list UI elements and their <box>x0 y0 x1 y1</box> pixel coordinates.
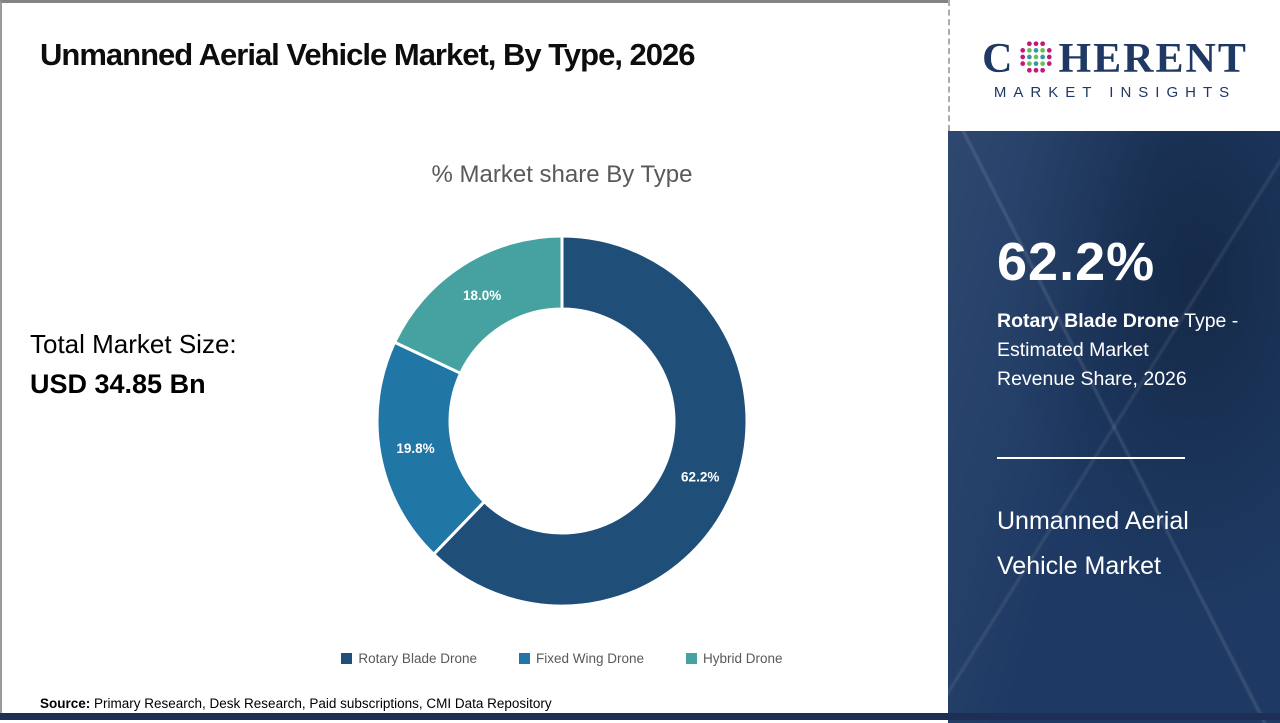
market-name: Unmanned Aerial Vehicle Market <box>997 499 1189 589</box>
globe-dot <box>1020 54 1026 59</box>
sidebar: C HERENT MARKET INSIGHTS 62.2% Rotary Bl… <box>948 0 1280 723</box>
stat-desc-segment-name: Rotary Blade Drone <box>997 310 1180 332</box>
donut-segment-fixed-wing-drone <box>375 340 487 557</box>
globe-dot <box>1040 60 1046 66</box>
globe-dot <box>1047 54 1053 59</box>
legend-swatch-icon <box>686 653 698 664</box>
source-label: Source: <box>40 696 91 711</box>
donut-slice-label: 19.8% <box>396 441 434 456</box>
source-line: Source: Primary Research, Desk Research,… <box>40 696 552 711</box>
globe-dot <box>1034 40 1039 46</box>
globe-dot <box>1040 54 1046 59</box>
globe-dot <box>1027 67 1033 73</box>
market-name-line2: Vehicle Market <box>997 552 1161 580</box>
legend-label: Hybrid Drone <box>703 651 783 666</box>
company-logo: C HERENT MARKET INSIGHTS <box>948 0 1280 131</box>
total-market-size-label: Total Market Size: <box>30 329 237 359</box>
market-name-line1: Unmanned Aerial <box>997 507 1189 535</box>
globe-dot <box>1027 60 1033 66</box>
stat-desc-rest: Type - <box>1179 310 1239 332</box>
legend-swatch-icon <box>518 653 530 664</box>
stat-desc-line2: Estimated Market <box>997 339 1149 361</box>
legend-swatch-icon <box>341 653 353 664</box>
globe-dot <box>1020 47 1026 53</box>
globe-dot <box>1034 47 1039 53</box>
donut-slice-label: 18.0% <box>463 288 501 303</box>
divider <box>997 457 1185 459</box>
dotted-globe-icon <box>1020 40 1053 73</box>
chart-title: % Market share By Type <box>431 161 693 188</box>
legend-item-rotary-blade-drone: Rotary Blade Drone <box>341 651 477 666</box>
bottom-accent-bar <box>0 713 1280 720</box>
globe-dot <box>1034 67 1039 73</box>
globe-dot <box>1040 40 1046 46</box>
globe-dot <box>1027 47 1033 53</box>
donut-segment-hybrid-drone <box>392 234 564 376</box>
stat-desc-line3: Revenue Share, 2026 <box>997 368 1187 390</box>
source-text: Primary Research, Desk Research, Paid su… <box>90 696 552 711</box>
logo-letters-rest: HERENT <box>1058 35 1248 82</box>
globe-dot <box>1040 67 1046 73</box>
logo-subtitle: MARKET INSIGHTS <box>993 83 1237 101</box>
legend-label: Fixed Wing Drone <box>535 651 645 666</box>
donut-chart: 62.2% 19.8% 18.0% <box>375 234 749 608</box>
legend-item-fixed-wing-drone: Fixed Wing Drone <box>518 651 645 666</box>
highlight-stat-value: 62.2% <box>997 232 1156 292</box>
globe-dot <box>1027 54 1033 59</box>
logo-wordmark: C HERENT <box>982 37 1248 81</box>
legend-label: Rotary Blade Drone <box>358 651 477 666</box>
chart-legend: Rotary Blade Drone Fixed Wing Drone Hybrid… <box>142 651 982 666</box>
globe-dot <box>1047 47 1053 53</box>
globe-dot <box>1034 60 1039 66</box>
legend-item-hybrid-drone: Hybrid Drone <box>686 651 783 666</box>
total-market-size-value: USD 34.85 Bn <box>30 369 206 399</box>
globe-dot <box>1040 47 1046 53</box>
globe-dot <box>1020 60 1026 66</box>
globe-dot <box>1027 40 1033 46</box>
globe-dot <box>1034 54 1039 59</box>
sidebar-highlight-panel: 62.2% Rotary Blade Drone Type - Estimate… <box>948 131 1280 723</box>
page-title: Unmanned Aerial Vehicle Market, By Type,… <box>40 37 696 72</box>
main-chart-area: Unmanned Aerial Vehicle Market, By Type,… <box>2 3 950 723</box>
donut-segment-rotary-blade-drone <box>431 234 749 608</box>
total-market-size-block: Total Market Size: USD 34.85 Bn <box>30 329 237 400</box>
globe-dot <box>1047 60 1053 66</box>
highlight-stat-description: Rotary Blade Drone Type - Estimated Mark… <box>997 307 1249 394</box>
donut-slice-label: 62.2% <box>681 470 719 485</box>
logo-letter-c: C <box>982 35 1015 82</box>
